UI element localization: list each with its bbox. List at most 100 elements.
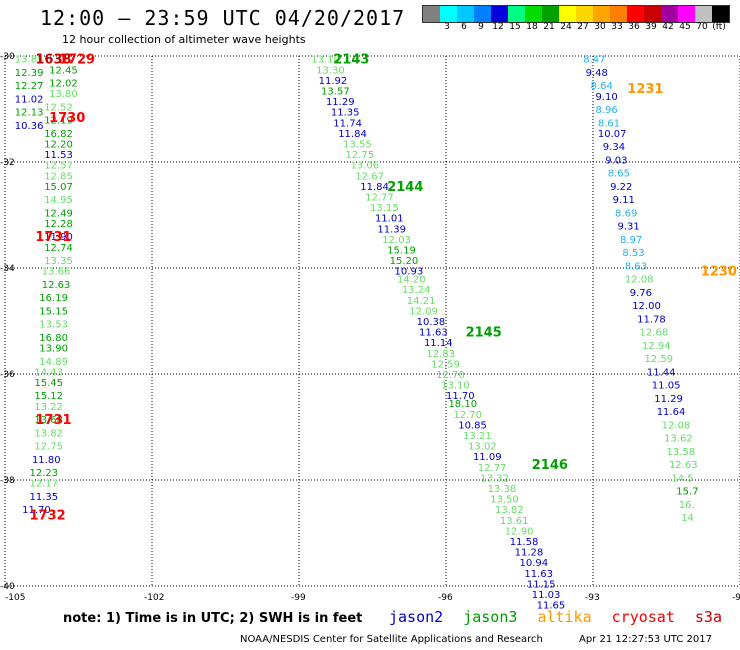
scale-swatch [508, 6, 525, 22]
scale-swatch [712, 6, 729, 22]
wave-height-value: 13.80 [49, 89, 78, 100]
wave-height-value: 10.93 [395, 267, 424, 278]
wave-height-value: 13.82 [34, 428, 63, 439]
wave-height-value: 13.32 [480, 473, 509, 484]
wave-height-value: 13.30 [316, 65, 345, 76]
wave-height-value: 11.63 [524, 569, 553, 580]
wave-height-value: 16.19 [39, 293, 68, 304]
wave-height-value: 8.61 [598, 118, 620, 129]
lon-tick-label: -93 [585, 593, 600, 603]
wave-height-value: 11.29 [654, 394, 683, 405]
pass-time-label: 2144 [387, 180, 423, 195]
map-subtitle: 12 hour collection of altimeter wave hei… [62, 33, 306, 46]
scale-label: (ft) [712, 22, 726, 32]
wave-height-value: 13.06 [350, 161, 379, 172]
lon-tick-label: -105 [5, 593, 25, 603]
wave-height-value: 14.89 [39, 357, 68, 368]
wave-height-value: 12.67 [355, 171, 384, 182]
wave-height-value: 13.35 [44, 256, 73, 267]
scale-swatch [423, 6, 440, 22]
wave-height-value: 12.68 [640, 328, 669, 339]
wave-height-value: 14.20 [397, 275, 426, 286]
wave-height-value: 15.07 [44, 182, 73, 193]
pass-time-label: 2143 [333, 53, 369, 68]
wave-height-value: 13.38 [488, 484, 517, 495]
pass-time-label: 1231 [627, 82, 663, 97]
wave-height-value: 9.11 [613, 195, 635, 206]
wave-height-value: 12.08 [662, 420, 691, 431]
wave-height-value: 13.15 [370, 203, 399, 214]
wave-height-value: 8.64 [591, 81, 613, 92]
wave-height-value: 13.02 [468, 442, 497, 453]
wave-height-value: 12.03 [382, 235, 411, 246]
wave-height-value: 12.02 [49, 79, 78, 90]
wave-height-value: 13.22 [34, 402, 63, 413]
wave-height-value: 12.57 [44, 161, 73, 172]
lat-tick-label: -34 [0, 264, 15, 274]
wave-height-value: 13.55 [343, 139, 372, 150]
scale-swatch [593, 6, 610, 22]
wave-height-value: 12.83 [426, 349, 455, 360]
scale-label: 39 [645, 22, 657, 32]
wave-height-value: 12.39 [15, 68, 44, 79]
wave-height-value: 9.76 [630, 288, 652, 299]
wave-height-value: 11.65 [537, 601, 566, 612]
scale-label: 36 [628, 22, 640, 32]
lon-tick-label: -99 [291, 593, 306, 603]
wave-height-value: 13.68 [34, 415, 63, 426]
lat-tick-label: -40 [0, 582, 15, 592]
pass-time-label: 1638 [35, 53, 71, 68]
wave-height-value: 8.69 [615, 208, 637, 219]
wave-height-value: 12.63 [669, 460, 698, 471]
wave-height-value: 13.62 [664, 434, 693, 445]
pass-time-label: 1731 [35, 230, 71, 245]
scale-swatch [457, 6, 474, 22]
scale-swatch [559, 6, 576, 22]
wave-height-value: 12.52 [44, 102, 73, 113]
scale-label: 12 [492, 22, 504, 32]
wave-height-value: 11.92 [319, 76, 348, 87]
wave-height-value: 14.43 [34, 367, 63, 378]
wave-height-value: 11.78 [637, 314, 666, 325]
wave-height-value: 12.08 [625, 275, 654, 286]
lat-tick-label: -30 [0, 52, 15, 62]
wave-height-value: 11.39 [377, 224, 406, 235]
scale-swatch [610, 6, 627, 22]
wave-height-value: 9.22 [610, 182, 632, 193]
wave-height-value: 13.57 [321, 86, 350, 97]
wave-height-value: 10.36 [15, 121, 44, 132]
wave-height-value: 11.15 [527, 579, 556, 590]
scale-label: 3 [444, 22, 450, 32]
wave-height-value: 13.61 [500, 516, 529, 527]
wave-height-value: 11.74 [333, 118, 362, 129]
pass-time-label: 2145 [466, 326, 502, 341]
wave-height-value: 12.45 [49, 65, 78, 76]
altimeter-map: -105 -102 -99 -96 -93 -90 -30 -32 -34 -36 -38 -40 1… [0, 52, 740, 612]
wave-height-value: 12.70 [436, 370, 465, 381]
lon-tick-label: -96 [438, 593, 453, 603]
wave-height-value: 8.53 [622, 248, 644, 259]
scale-label: 33 [611, 22, 623, 32]
wave-height-value: 10.38 [417, 317, 446, 328]
lon-tick-label: -90 [732, 593, 740, 603]
wave-height-value: 12.28 [44, 219, 73, 230]
wave-height-value: 11.58 [510, 537, 539, 548]
wave-height-value: 12.85 [44, 171, 73, 182]
scale-label: 18 [526, 22, 538, 32]
wave-height-value: 15.15 [39, 306, 68, 317]
pass-time-label: 2146 [532, 458, 568, 473]
wave-height-value: 11.03 [532, 590, 561, 601]
wave-height-value: 16. [679, 500, 695, 511]
scale-swatch [525, 6, 542, 22]
wave-height-value: 12.49 [44, 208, 73, 219]
wave-height-value: 13.50 [490, 495, 519, 506]
scale-swatch [627, 6, 644, 22]
wave-height-value: 12.63 [42, 280, 71, 291]
wave-height-value: 12.74 [44, 243, 73, 254]
wave-height-value: 13.10 [311, 55, 340, 66]
scale-label: 15 [509, 22, 521, 32]
wave-height-value: 11.80 [32, 455, 61, 466]
wave-height-value: 12.75 [346, 150, 375, 161]
lat-lon-grid [4, 55, 740, 587]
